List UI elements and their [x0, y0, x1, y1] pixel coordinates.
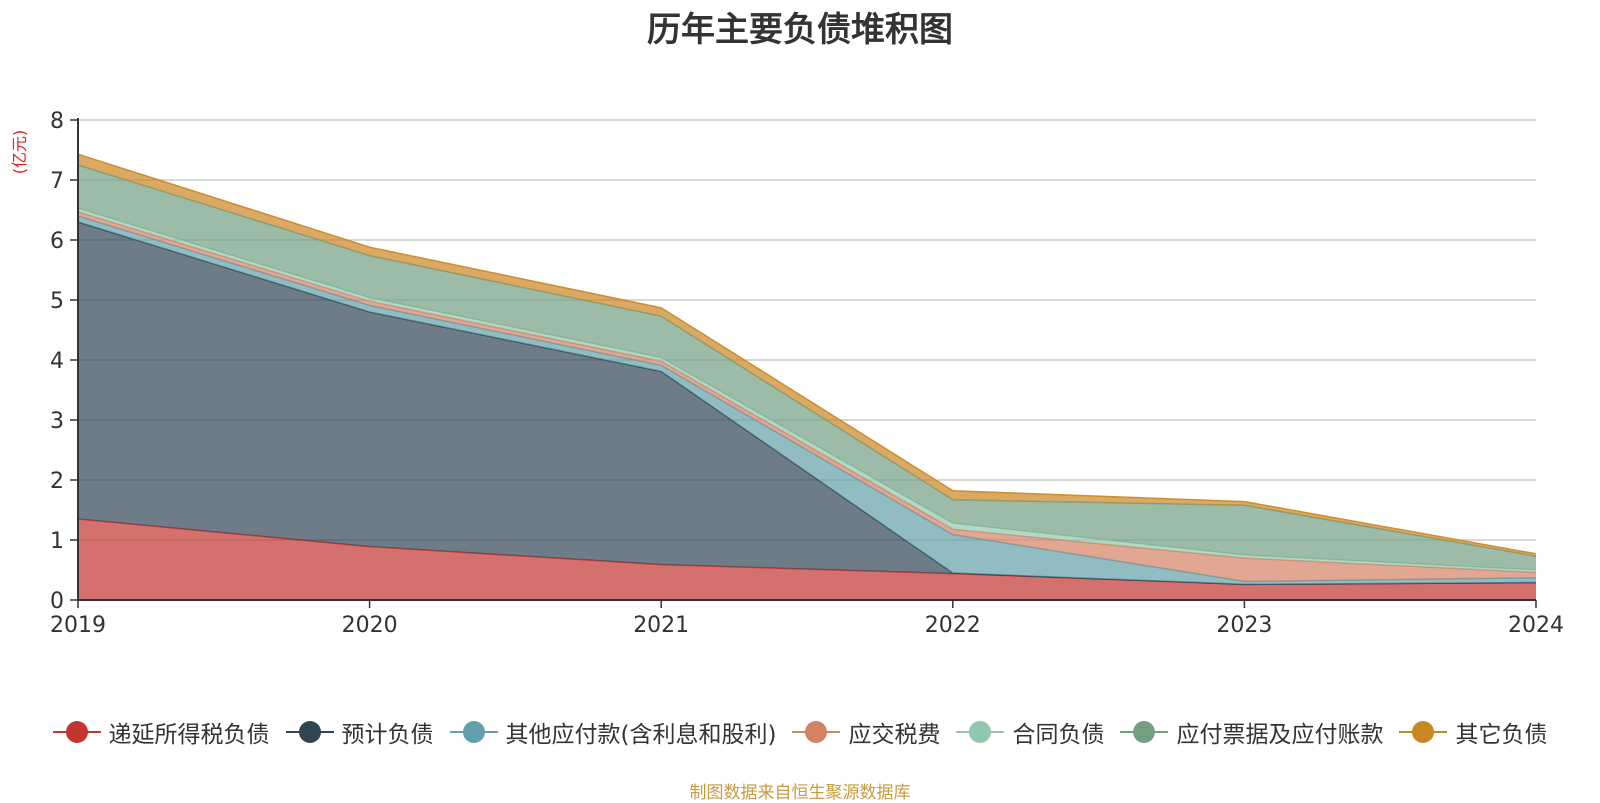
x-tick-label: 2021 — [633, 613, 689, 638]
legend-label: 递延所得税负债 — [108, 722, 270, 748]
y-tick-label: 5 — [50, 289, 64, 314]
y-tick-label: 4 — [50, 349, 64, 374]
legend-item[interactable]: 应交税费 — [792, 715, 940, 749]
legend-label: 其它负债 — [1455, 722, 1548, 748]
legend: 递延所得税负债 预计负债 其他应付款(含利息和股利) 应交税费 合同负债 应付票据及应付账… — [0, 712, 1600, 752]
source-note: 制图数据来自恒生聚源数据库 — [689, 783, 911, 803]
legend-marker-icon — [285, 720, 334, 744]
area-series — [77, 153, 1537, 600]
legend-item[interactable]: 预计负债 — [285, 715, 434, 749]
axes: 0 1 2 3 4 5 6 7 8 2019 2020 2021 2022 2023 2024 — [50, 109, 1564, 638]
legend-label: 应付票据及应付账款 — [1176, 722, 1384, 748]
legend-label: 预计负债 — [341, 722, 434, 748]
legend-marker-icon — [52, 720, 101, 744]
legend-marker-icon — [792, 720, 841, 744]
legend-item[interactable]: 合同负债 — [956, 715, 1104, 749]
legend-item[interactable]: 递延所得税负债 — [52, 715, 270, 749]
y-tick-label: 8 — [50, 109, 64, 134]
y-tick-label: 2 — [50, 469, 64, 494]
x-tick-label: 2024 — [1508, 613, 1564, 638]
x-tick-label: 2019 — [50, 613, 106, 638]
legend-label: 合同负债 — [1012, 722, 1105, 748]
x-tick-label: 2022 — [925, 613, 981, 638]
area-series-2 — [78, 222, 1536, 585]
chart-title: 历年主要负债堆积图 — [647, 10, 953, 50]
y-tick-label: 6 — [50, 229, 64, 254]
legend-label: 其他应付款(含利息和股利) — [505, 722, 777, 748]
legend-label: 应交税费 — [848, 722, 941, 748]
series-line-7 — [77, 153, 1537, 555]
stacked-area-chart: 0 1 2 3 4 5 6 7 8 2019 2020 2021 2022 2023 2024 — [50, 109, 1564, 638]
x-tick-label: 2023 — [1216, 613, 1272, 638]
area-series-1 — [78, 519, 1536, 600]
y-tick-label: 1 — [50, 529, 64, 554]
y-tick-label: 3 — [50, 409, 64, 434]
y-tick-label: 7 — [50, 169, 64, 194]
legend-marker-icon — [956, 720, 1005, 744]
legend-item[interactable]: 其它负债 — [1399, 715, 1547, 749]
legend-marker-icon — [1399, 720, 1448, 744]
x-tick-label: 2020 — [342, 613, 398, 638]
legend-item[interactable]: 应付票据及应付账款 — [1120, 715, 1383, 749]
y-tick-label: 0 — [50, 589, 64, 614]
legend-marker-icon — [1120, 720, 1169, 744]
legend-marker-icon — [449, 720, 498, 744]
legend-item[interactable]: 其他应付款(含利息和股利) — [449, 715, 777, 749]
